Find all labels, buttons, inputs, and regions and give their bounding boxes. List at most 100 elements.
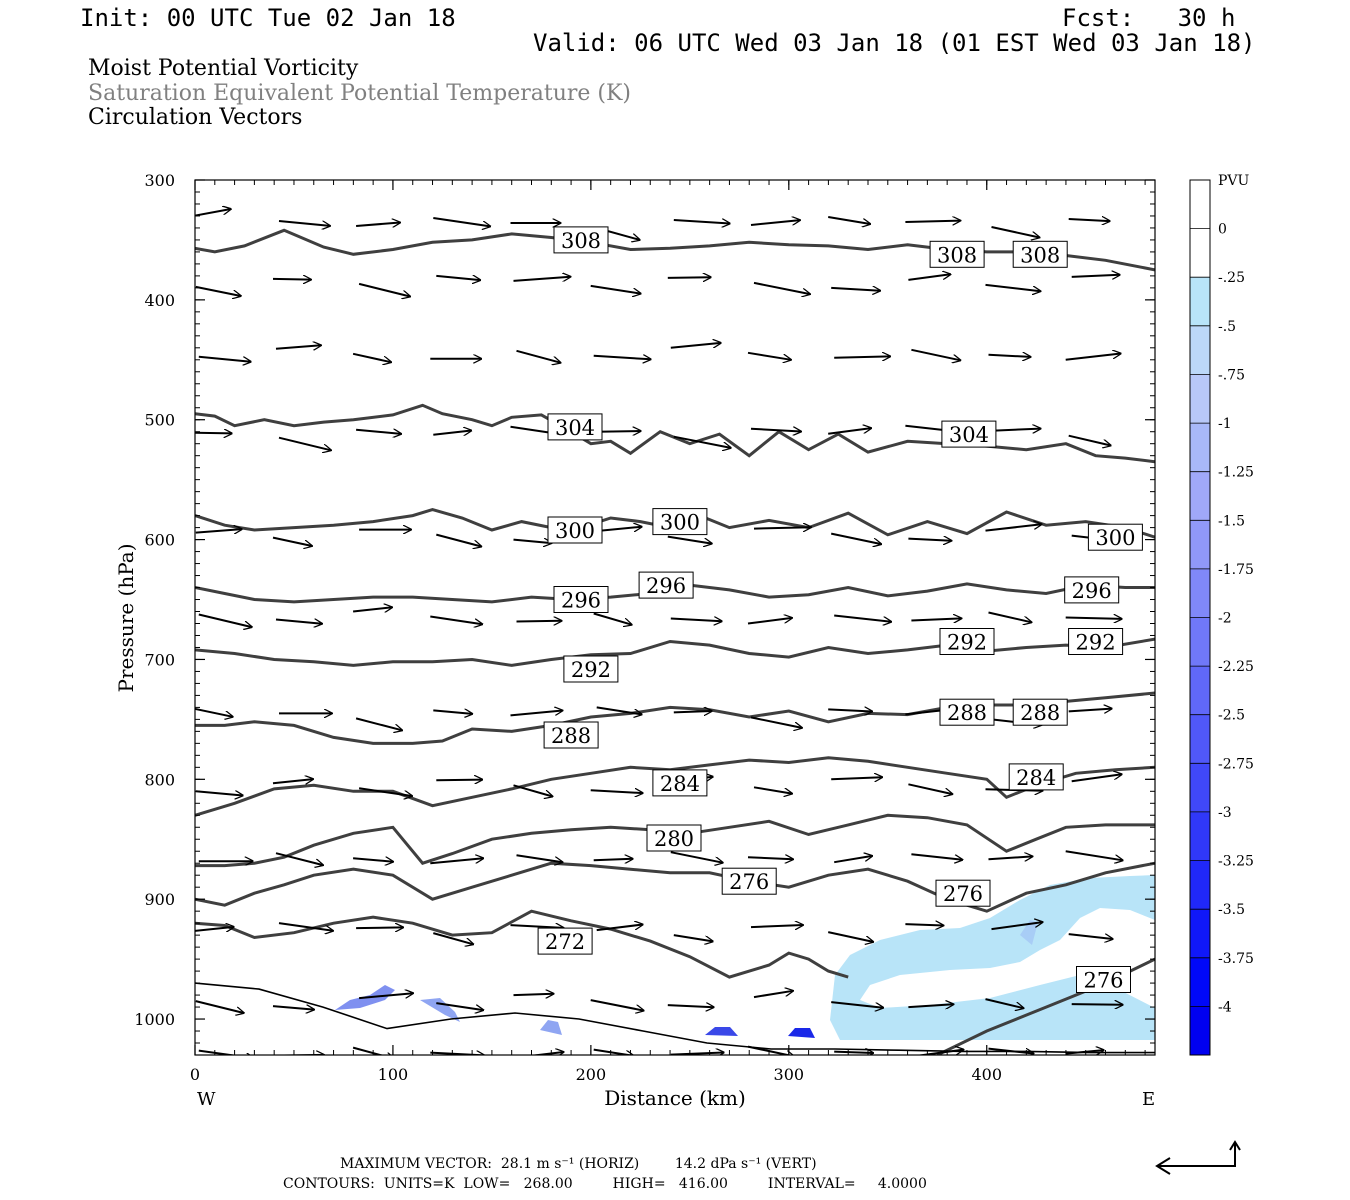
- isentrope-308: [195, 228, 1155, 272]
- circulation-vector: [988, 856, 1033, 859]
- circulation-vector: [750, 716, 802, 728]
- circulation-vector: [195, 927, 234, 931]
- y-tick-label: 900: [144, 890, 175, 909]
- circulation-vector: [272, 1006, 314, 1010]
- contour-label-box: [638, 571, 694, 599]
- circulation-vector: [828, 428, 871, 435]
- y-tick-label: 700: [144, 650, 175, 669]
- circulation-vector: [195, 707, 233, 716]
- circulation-vector: [590, 284, 641, 294]
- circulation-vector: [747, 857, 793, 859]
- colorbar-swatch: [1190, 374, 1210, 423]
- circulation-vector: [667, 277, 711, 278]
- contour-label-box: [939, 628, 995, 655]
- circulation-vector: [596, 925, 643, 932]
- circulation-vector: [831, 288, 880, 291]
- circulation-vector: [1068, 219, 1110, 221]
- circulation-vector: [275, 852, 323, 865]
- circulation-vector: [195, 1000, 244, 1013]
- circulation-vector: [753, 281, 810, 294]
- reference-vector-arrow: [1157, 1142, 1236, 1167]
- vector-group: [195, 209, 1123, 1055]
- contour-label: 308: [561, 229, 601, 253]
- circulation-vector: [905, 924, 943, 925]
- contour-label: 292: [947, 631, 987, 655]
- colorbar-label: -2.5: [1218, 708, 1245, 724]
- isentrope-288: [195, 691, 1155, 745]
- x-tick-label: 400: [971, 1065, 1002, 1084]
- circulation-vector: [831, 777, 882, 779]
- circulation-vector: [436, 533, 481, 547]
- circulation-vector: [828, 709, 872, 711]
- circulation-vector: [908, 1004, 953, 1007]
- contour-label: 296: [561, 589, 601, 613]
- circulation-vector: [911, 348, 960, 361]
- circulation-vector: [358, 787, 412, 796]
- colorbar-swatch: [1190, 666, 1210, 715]
- contour-label: 304: [949, 423, 989, 447]
- forecast-hour: Fcst: 30 h: [1062, 4, 1236, 32]
- colorbar-swatch: [1190, 180, 1210, 229]
- circulation-vector: [272, 779, 313, 783]
- isentrope-304: [195, 403, 1155, 464]
- isentrope-272: [195, 909, 849, 979]
- contour-label-box: [1008, 763, 1064, 791]
- circulation-vector: [1068, 709, 1112, 712]
- contour-label: 284: [660, 772, 700, 796]
- circulation-vector: [359, 993, 413, 1000]
- circulation-vector: [1068, 933, 1113, 939]
- circulation-vector: [670, 851, 723, 863]
- contour-label: 284: [1016, 766, 1056, 790]
- circulation-vector: [1065, 354, 1121, 361]
- contour-label-box: [1087, 523, 1143, 551]
- contour-label: 288: [551, 724, 591, 748]
- y-tick-label: 400: [144, 291, 175, 310]
- circulation-vector: [747, 351, 791, 360]
- max-vector-note: MAXIMUM VECTOR: 28.1 m s⁻¹ (HORIZ) 14.2 …: [340, 1156, 817, 1172]
- colorbar-swatch: [1190, 763, 1210, 812]
- circulation-vector: [988, 355, 1031, 357]
- colorbar-swatch: [1190, 568, 1210, 618]
- colorbar-swatch: [1190, 325, 1210, 375]
- contour-label-box: [553, 586, 609, 613]
- circulation-vector: [195, 285, 241, 296]
- circulation-vector: [673, 435, 731, 448]
- contour-label-box: [941, 420, 997, 448]
- x-right-direction: E: [1142, 1089, 1155, 1110]
- plot-frame: [194, 179, 1156, 1056]
- contour-label-box: [543, 721, 599, 749]
- colorbar-label: 0: [1218, 222, 1227, 238]
- circulation-vector: [991, 922, 1043, 931]
- circulation-vector: [510, 711, 563, 717]
- y-tick-label: 800: [144, 770, 175, 789]
- circulation-vector: [827, 931, 873, 942]
- contour-label: 288: [947, 701, 987, 725]
- colorbar-swatch: [1190, 471, 1210, 521]
- circulation-vector: [513, 277, 571, 282]
- circulation-vector: [750, 925, 803, 927]
- circulation-vector: [985, 998, 1024, 1008]
- contour-label: 276: [1083, 969, 1123, 993]
- mpv-shading: [335, 875, 1155, 1040]
- circulation-vector: [356, 223, 400, 227]
- circulation-vector: [985, 283, 1041, 291]
- circulation-vector: [430, 615, 482, 625]
- contour-label: 308: [1020, 243, 1060, 267]
- contour-label: 280: [654, 827, 694, 851]
- contour-label: 276: [943, 882, 983, 906]
- circulation-vector: [516, 349, 561, 363]
- circulation-vector: [272, 279, 311, 280]
- colorbar-swatch: [1190, 714, 1210, 764]
- contour-label: 292: [571, 658, 611, 682]
- circulation-vector: [1071, 774, 1122, 783]
- isentrope-284: [195, 756, 1155, 817]
- circulation-vector: [436, 1002, 483, 1010]
- circulation-vector: [831, 1001, 883, 1008]
- x-axis-label: Distance (km): [604, 1086, 746, 1110]
- axes-group: 300 400 500 600 700 800 900 1000 0 100 200 300 400: [134, 171, 1155, 1084]
- contour-label-box: [547, 516, 603, 544]
- contour-label: 292: [1076, 631, 1116, 655]
- circulation-vector: [278, 220, 330, 226]
- mpv-surface-blob: [420, 998, 460, 1022]
- circulation-vector: [667, 535, 712, 544]
